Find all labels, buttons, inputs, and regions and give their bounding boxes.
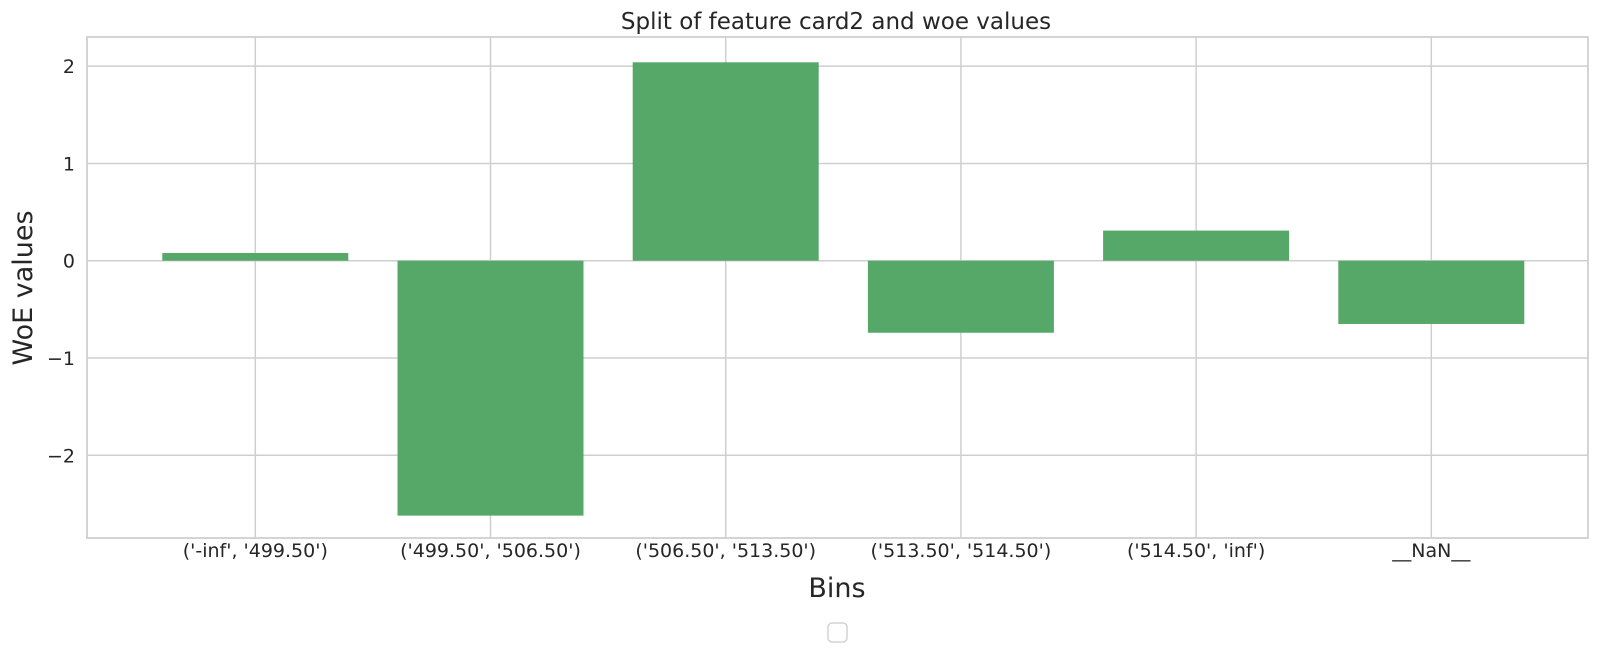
x-tick-label: ('514.50', 'inf') (1127, 540, 1265, 562)
y-tick-label: 2 (63, 56, 75, 78)
bar (632, 62, 819, 261)
bar (397, 260, 584, 516)
x-tick-label: ('-inf', '499.50') (183, 540, 328, 562)
y-axis-label: WoE values (8, 210, 39, 365)
bar (162, 252, 349, 261)
x-tick-label: ('513.50', '514.50') (871, 540, 1052, 562)
y-tick-label: 0 (63, 251, 75, 273)
bar (1338, 260, 1525, 324)
x-axis-label: Bins (808, 573, 865, 604)
bar (867, 260, 1054, 333)
bar (1103, 230, 1290, 261)
bars (162, 62, 1525, 516)
x-tick-label: __NaN__ (1391, 540, 1471, 562)
y-tick-labels: 2 1 0 −1 −2 (47, 56, 75, 467)
x-tick-labels: ('-inf', '499.50') ('499.50', '506.50') ('… (183, 540, 1471, 562)
y-tick-label: −2 (47, 445, 75, 467)
legend-box (827, 622, 848, 643)
chart-title: Split of feature card2 and woe values (621, 9, 1051, 35)
y-tick-label: −1 (47, 348, 75, 370)
plot-frame (86, 36, 1589, 539)
x-tick-label: ('506.50', '513.50') (635, 540, 816, 562)
y-tick-label: 1 (63, 153, 75, 175)
x-tick-label: ('499.50', '506.50') (400, 540, 581, 562)
